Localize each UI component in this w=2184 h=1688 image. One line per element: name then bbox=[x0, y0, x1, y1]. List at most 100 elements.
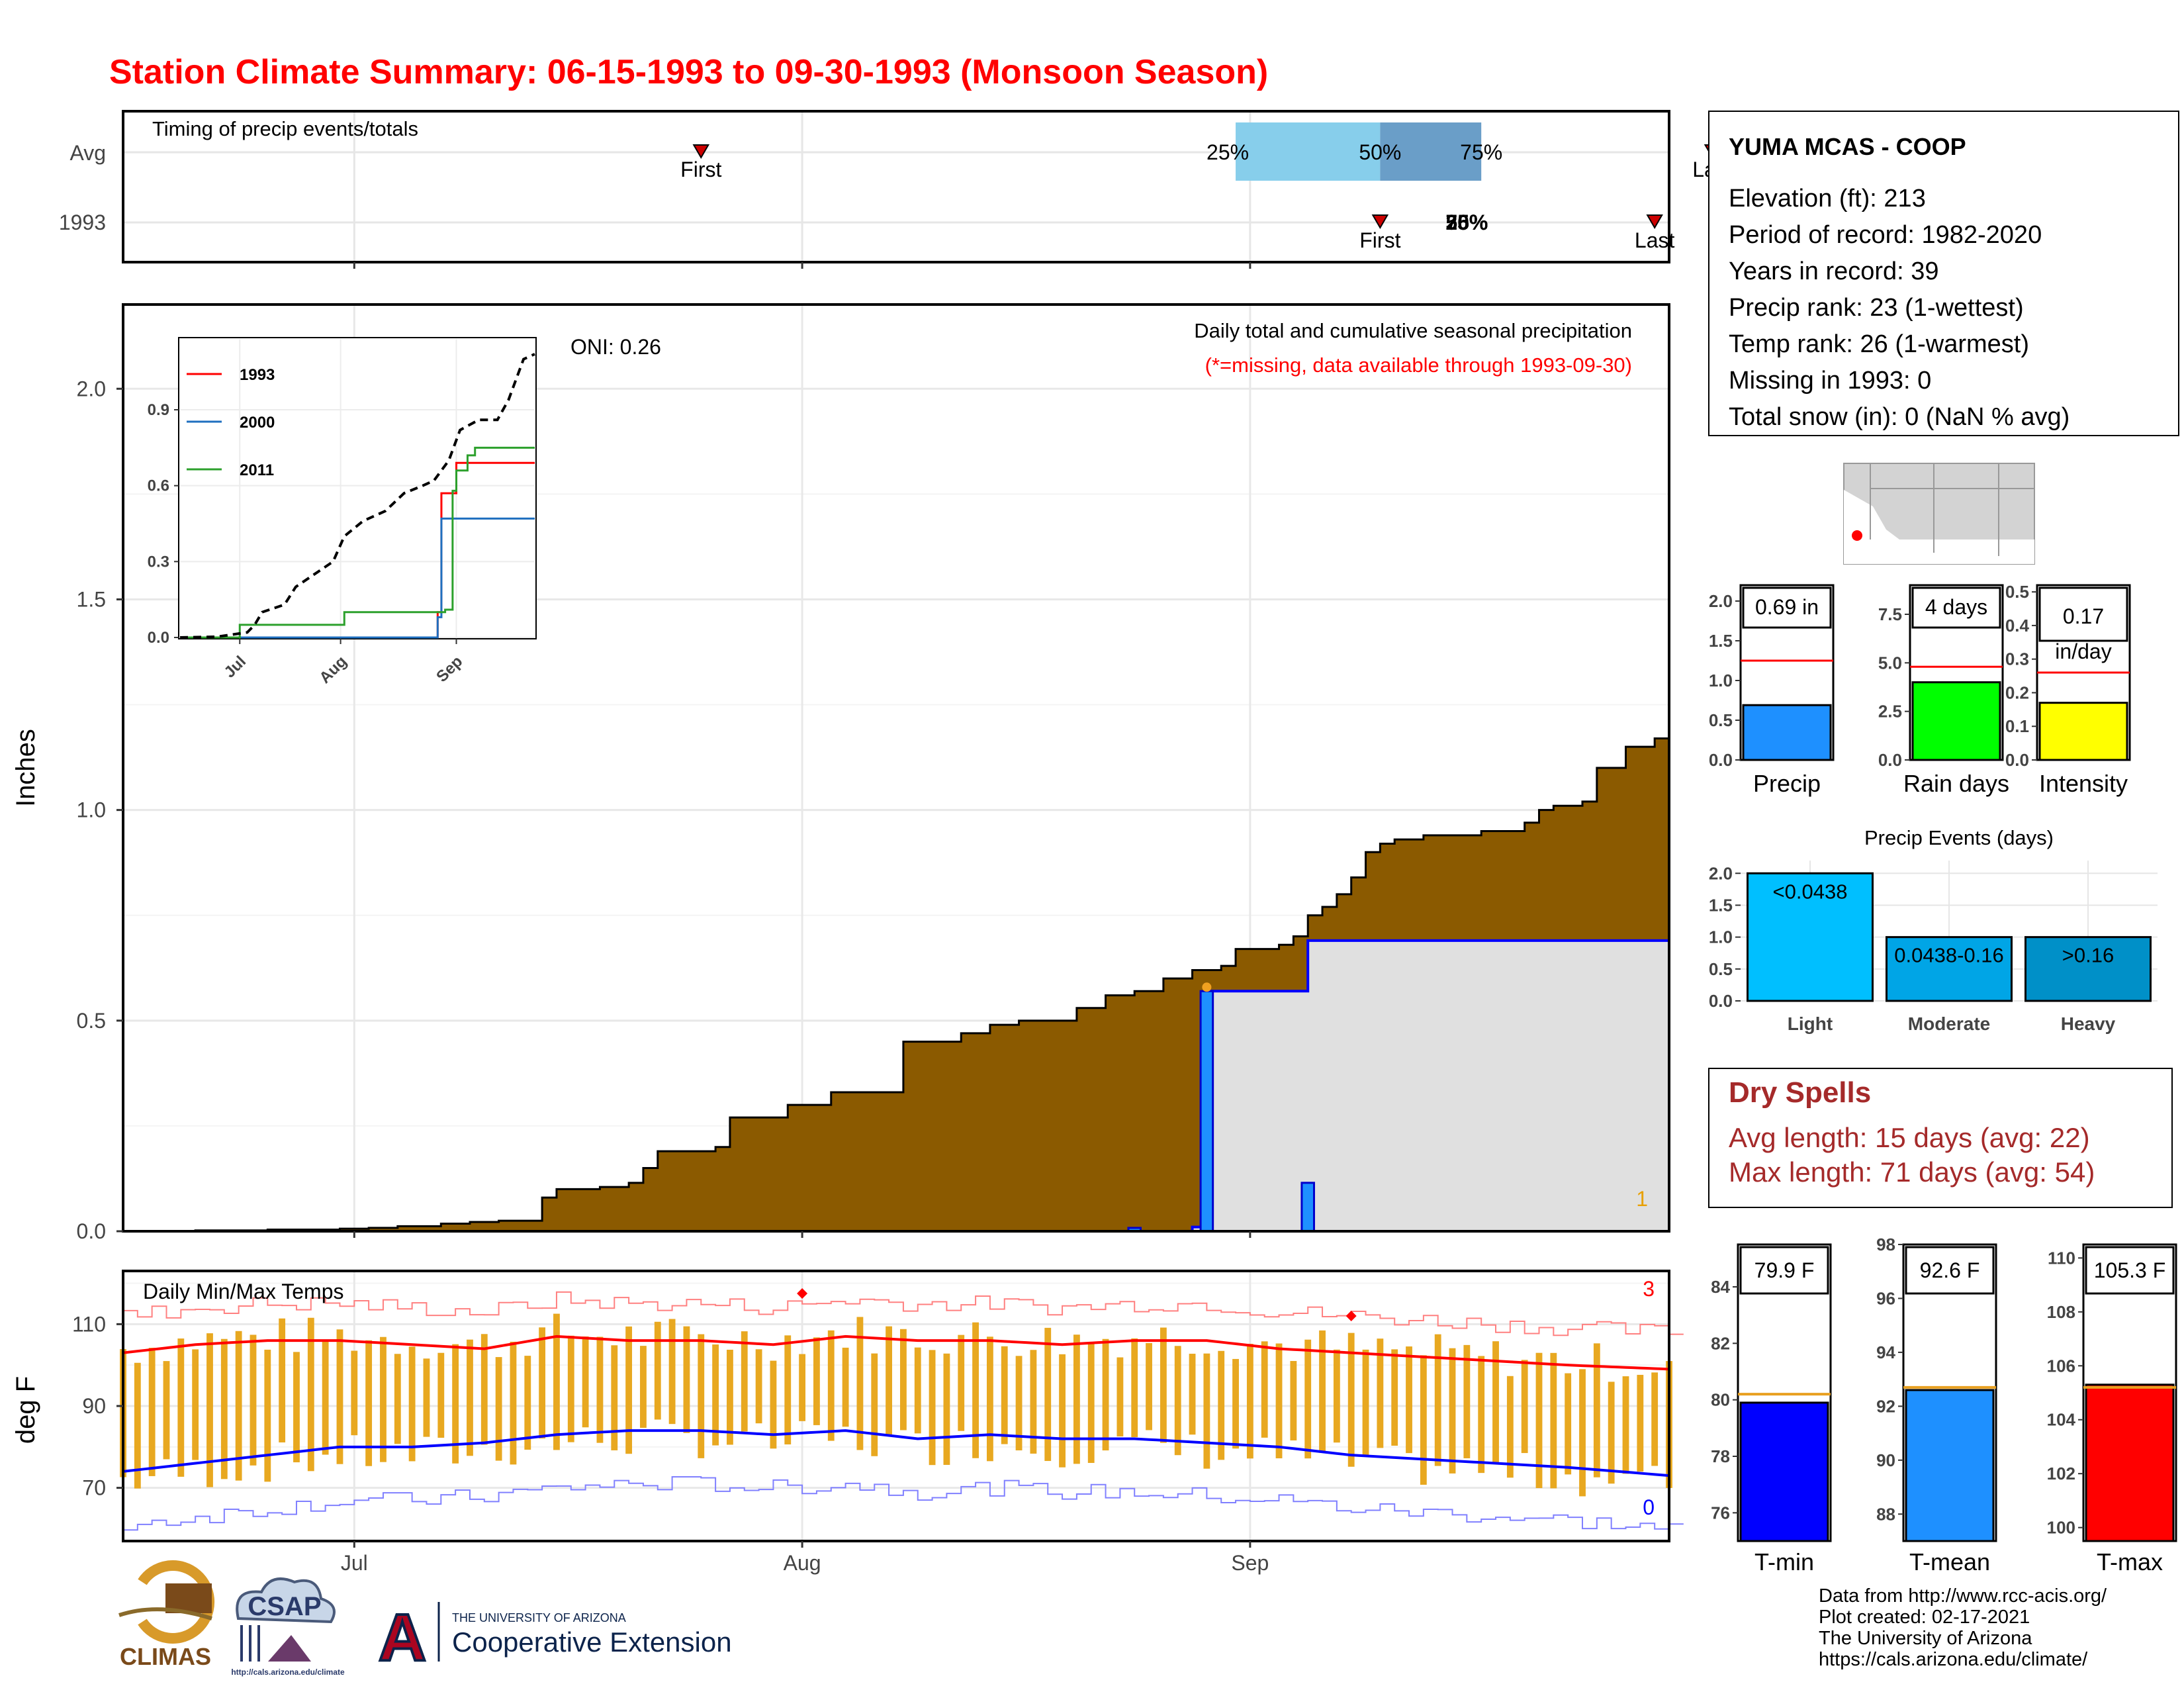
temp-summary-bar-t-mean bbox=[1905, 1389, 1995, 1542]
events-bar-label-1: 0.0438-0.16 bbox=[1894, 944, 2003, 967]
temp-lines bbox=[122, 1288, 1684, 1531]
temp-summary-tick-label-2-2: 104 bbox=[2047, 1410, 2076, 1430]
inset-y-tick-label-3: 0.9 bbox=[148, 401, 169, 419]
timing-marks bbox=[692, 122, 1721, 229]
missing-note: (*=missing, data available through 1993-… bbox=[1205, 353, 1632, 377]
daily-temp-bar-48 bbox=[813, 1337, 820, 1425]
temp-summary-tick-label-1-2: 92 bbox=[1876, 1396, 1895, 1416]
inset-y-tick-label-1: 0.3 bbox=[148, 553, 169, 571]
events-bar-heavy bbox=[2025, 936, 2152, 1002]
daily-temp-bar-95 bbox=[1492, 1341, 1499, 1463]
summary-label-1: Rain days bbox=[1903, 770, 2009, 797]
temp-summary-tick-label-2-1: 102 bbox=[2047, 1464, 2075, 1483]
y1993-q75-label: 75% bbox=[1445, 211, 1488, 234]
daily-temp-bar-81 bbox=[1290, 1360, 1297, 1440]
daily-temp-bar-34 bbox=[611, 1345, 618, 1450]
dry-spells-box: Dry Spells Avg length: 15 days (avg: 22)… bbox=[1708, 1068, 2173, 1208]
csap-url: http://cals.arizona.edu/climate bbox=[231, 1667, 345, 1677]
summary-tick-label-2-1: 0.1 bbox=[2005, 716, 2029, 736]
map-mexico bbox=[1844, 539, 2034, 564]
daily-temp-bar-40 bbox=[698, 1334, 705, 1458]
timing-panel: Timing of precip events/totals Avg 1993 … bbox=[59, 110, 1733, 263]
daily-temp-bar-7 bbox=[220, 1338, 228, 1479]
daily-temp-bar-90 bbox=[1420, 1355, 1427, 1485]
inset-line-avg bbox=[179, 353, 535, 639]
daily-temp-bar-10 bbox=[264, 1349, 271, 1482]
events-tick-label-4: 2.0 bbox=[1709, 863, 1733, 883]
oni-value: ONI: 0.26 bbox=[570, 335, 661, 359]
daily-temp-bar-105 bbox=[1637, 1374, 1644, 1472]
climas-logo: CLIMAS bbox=[118, 1560, 215, 1670]
events-x-label-1: Moderate bbox=[1908, 1013, 1990, 1034]
avg-q25-label: 25% bbox=[1206, 140, 1249, 164]
daily-temp-bar-17 bbox=[365, 1340, 373, 1466]
summary-value-box-0 bbox=[1742, 586, 1832, 629]
inset-y-tick-label-0: 0.0 bbox=[148, 629, 169, 647]
avg-tmax-line bbox=[122, 1335, 1670, 1371]
avg-q50-q75-box bbox=[1380, 122, 1482, 181]
station-info-box: YUMA MCAS - COOP Elevation (ft): 213 Per… bbox=[1708, 111, 2179, 436]
climas-swoosh bbox=[118, 1607, 212, 1620]
daily-temp-bar-70 bbox=[1131, 1338, 1138, 1438]
daily-temp-bar-37 bbox=[654, 1321, 661, 1420]
temp-summary-tick-label-0-1: 78 bbox=[1711, 1446, 1730, 1466]
temp-summary-label-1: T-mean bbox=[1909, 1548, 1990, 1575]
month-x-tick-label-0: Jul bbox=[341, 1551, 368, 1575]
daily-temp-bar-30 bbox=[553, 1313, 560, 1450]
station-snow: Total snow (in): 0 (NaN % avg) bbox=[1729, 403, 2070, 431]
daily-temp-bar-8 bbox=[235, 1331, 242, 1481]
events-tick-label-0: 0.0 bbox=[1709, 991, 1733, 1011]
daily-temp-bar-31 bbox=[567, 1335, 574, 1442]
events-bar-light bbox=[1747, 872, 1874, 1002]
summary-tick-label-1-1: 2.5 bbox=[1878, 702, 1902, 722]
station-info-frame bbox=[1708, 111, 2179, 436]
daily-temp-bar-64 bbox=[1044, 1327, 1052, 1462]
daily-temp-bar-28 bbox=[524, 1356, 531, 1450]
inset-legend-label-2000: 2000 bbox=[240, 414, 275, 432]
daily-temp-bar-27 bbox=[510, 1341, 517, 1465]
y1993-first-label: First bbox=[1359, 228, 1400, 252]
temp-summary-tick-label-0-3: 82 bbox=[1711, 1333, 1730, 1353]
csap-logo: CSAP http://cals.arizona.edu/climate bbox=[231, 1577, 345, 1677]
summary-bar-precip bbox=[1742, 704, 1832, 761]
temp-summary-tick-label-0-4: 84 bbox=[1711, 1277, 1730, 1297]
events-title: Precip Events (days) bbox=[1864, 826, 2054, 849]
daily-temp-bar-74 bbox=[1189, 1354, 1196, 1435]
daily-temp-bar-78 bbox=[1246, 1344, 1253, 1459]
inset-frame bbox=[178, 337, 537, 639]
temp-y-tick-label-0: 70 bbox=[82, 1476, 106, 1500]
daily-temp-bar-101 bbox=[1579, 1369, 1586, 1497]
daily-temp-bar-36 bbox=[640, 1346, 647, 1428]
summary-bar-rain-days bbox=[1911, 681, 2001, 761]
avg-q50-label: 50% bbox=[1359, 140, 1401, 164]
ua-logo: A THE UNIVERSITY OF ARIZONA Cooperative … bbox=[377, 1599, 732, 1676]
daily-temp-bar-1 bbox=[134, 1362, 141, 1489]
dry-spells-title: Dry Spells bbox=[1729, 1076, 1871, 1109]
temp-summary-value-box-2 bbox=[2085, 1246, 2175, 1295]
daily-temp-bar-62 bbox=[1015, 1356, 1023, 1451]
daily-temp-bar-96 bbox=[1506, 1376, 1514, 1478]
daily-temp-bar-67 bbox=[1087, 1342, 1095, 1463]
csap-mountain-icon bbox=[268, 1635, 311, 1662]
summary-tick-label-0-3: 1.5 bbox=[1709, 631, 1733, 651]
daily-temp-bar-63 bbox=[1030, 1350, 1037, 1454]
map-ocean bbox=[1844, 463, 1899, 539]
daily-temp-bar-18 bbox=[380, 1336, 387, 1462]
summary-value-box-2 bbox=[2038, 586, 2128, 642]
station-temp-rank: Temp rank: 26 (1-warmest) bbox=[1729, 330, 2029, 358]
inset-series bbox=[179, 353, 535, 639]
summary-value-1: 4 days bbox=[1925, 595, 1987, 619]
daily-temp-bar-53 bbox=[886, 1326, 892, 1436]
events-bar-moderate bbox=[1886, 936, 2013, 1002]
precip-panel: 0.0 0.5 1.0 1.5 2.0 Inches Daily total and c… bbox=[11, 303, 1670, 1243]
daily-temp-bar-23 bbox=[452, 1344, 459, 1464]
y1993-last-label: Last bbox=[1635, 228, 1675, 252]
temp-y-label: deg F bbox=[11, 1376, 40, 1444]
daily-temp-bar-94 bbox=[1478, 1356, 1485, 1474]
daily-temp-bar-68 bbox=[1102, 1338, 1109, 1451]
temp-summary-bar-t-min bbox=[1739, 1401, 1829, 1542]
avg-first-label: First bbox=[680, 158, 721, 181]
summary-tick-label-0-1: 0.5 bbox=[1709, 710, 1733, 730]
csap-cloud-icon bbox=[236, 1577, 336, 1624]
daily-precip-bar-1 bbox=[1199, 990, 1214, 1233]
